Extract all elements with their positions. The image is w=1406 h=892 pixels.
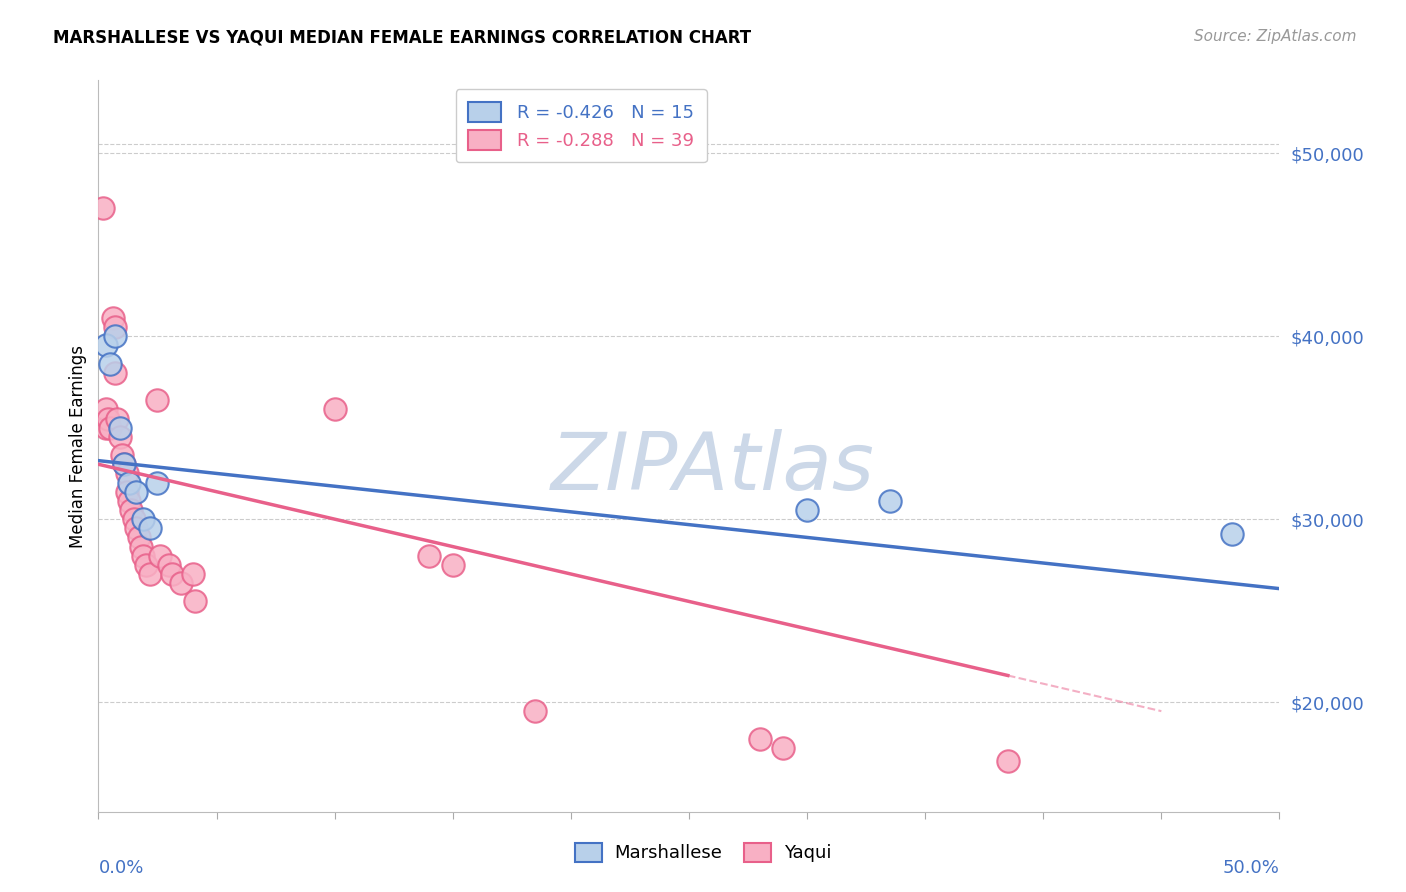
Point <box>128 530 150 544</box>
Point <box>125 484 148 499</box>
Point <box>323 402 346 417</box>
Point <box>146 475 169 490</box>
Point <box>146 393 169 408</box>
Point <box>129 540 152 554</box>
Text: MARSHALLESE VS YAQUI MEDIAN FEMALE EARNINGS CORRELATION CHART: MARSHALLESE VS YAQUI MEDIAN FEMALE EARNI… <box>53 29 752 46</box>
Point <box>1220 526 1243 541</box>
Point <box>104 366 127 380</box>
Point <box>101 310 124 325</box>
Point <box>121 503 143 517</box>
Point <box>157 558 180 572</box>
Point <box>418 549 440 563</box>
Point <box>115 467 138 481</box>
Y-axis label: Median Female Earnings: Median Female Earnings <box>69 344 87 548</box>
Point <box>772 740 794 755</box>
Point <box>135 558 157 572</box>
Point <box>108 430 131 444</box>
Point <box>115 484 138 499</box>
Point <box>997 754 1019 768</box>
Point <box>118 493 141 508</box>
Point <box>524 704 547 718</box>
Point <box>104 320 127 334</box>
Point <box>149 549 172 563</box>
Point <box>111 448 134 462</box>
Point <box>91 201 114 215</box>
Legend: R = -0.426   N = 15, R = -0.288   N = 39: R = -0.426 N = 15, R = -0.288 N = 39 <box>456 89 707 162</box>
Point <box>748 731 770 746</box>
Point <box>112 457 135 471</box>
Point <box>122 512 145 526</box>
Point <box>105 411 128 425</box>
Point <box>879 493 901 508</box>
Text: ZIPAtlas: ZIPAtlas <box>551 429 875 507</box>
Point <box>94 402 117 417</box>
Point <box>1316 723 1339 737</box>
Point <box>98 420 121 434</box>
Point <box>160 567 183 582</box>
Point <box>108 420 131 434</box>
Point <box>796 503 818 517</box>
Point <box>98 357 121 371</box>
Point <box>139 521 162 535</box>
Point <box>97 411 120 425</box>
Point <box>125 521 148 535</box>
Point <box>170 576 193 591</box>
Legend: Marshallese, Yaqui: Marshallese, Yaqui <box>568 836 838 870</box>
Text: 0.0%: 0.0% <box>98 859 143 877</box>
Point <box>132 512 155 526</box>
Point <box>184 594 207 608</box>
Point <box>118 475 141 490</box>
Point <box>94 338 117 352</box>
Point <box>181 567 204 582</box>
Point <box>441 558 464 572</box>
Text: 50.0%: 50.0% <box>1223 859 1279 877</box>
Point <box>132 549 155 563</box>
Point <box>139 567 162 582</box>
Point <box>112 457 135 471</box>
Text: Source: ZipAtlas.com: Source: ZipAtlas.com <box>1194 29 1357 44</box>
Point <box>104 329 127 343</box>
Point <box>94 420 117 434</box>
